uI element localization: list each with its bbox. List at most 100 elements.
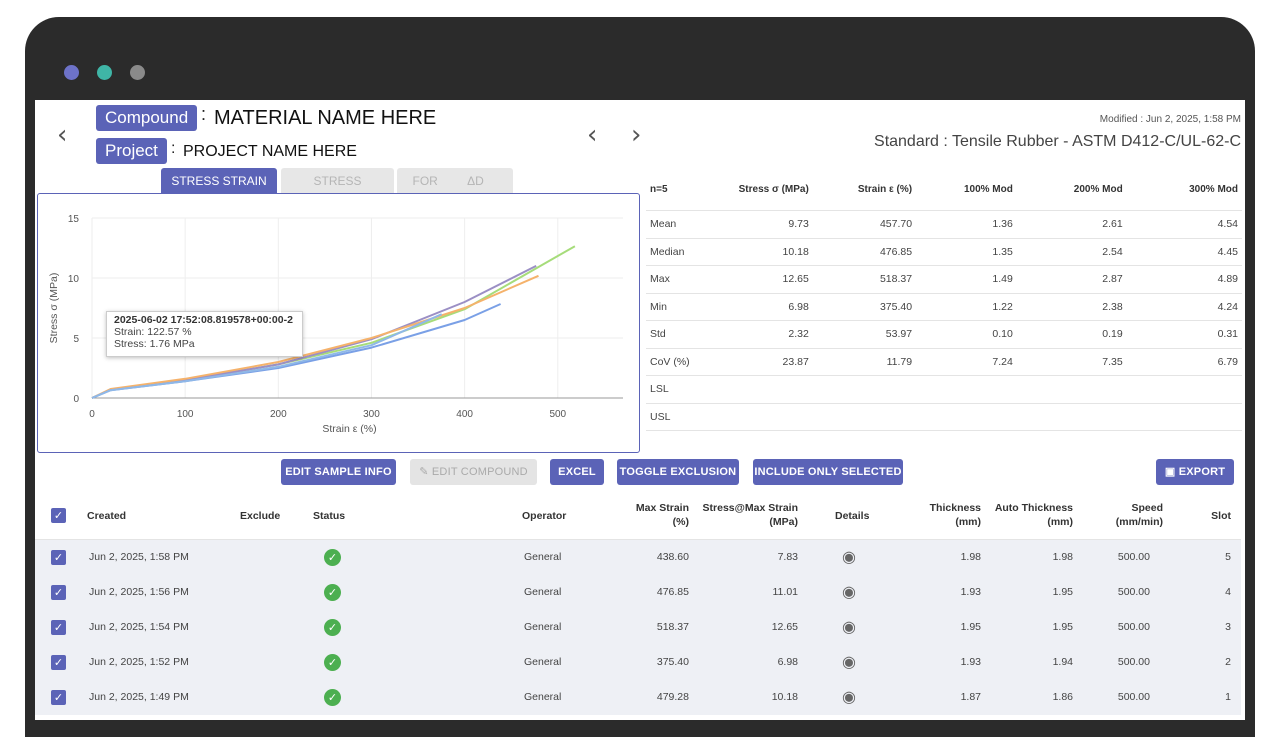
auto-thickness-cell: 1.95 — [1052, 586, 1073, 598]
summary-header-stress: Stress σ (MPa) — [722, 168, 813, 211]
tab-stress-strain[interactable]: STRESS STRAIN — [161, 168, 277, 194]
next-chevron-icon[interactable]: › — [631, 120, 642, 150]
summary-row: Median 10.18 476.85 1.35 2.54 4.45 — [646, 238, 1242, 266]
series-line — [91, 274, 539, 399]
row-select-checkbox[interactable]: ✓ — [51, 550, 66, 565]
toggle-exclusion-button[interactable]: TOGGLE EXCLUSION — [617, 459, 739, 485]
summary-header-300mod: 300% Mod — [1126, 168, 1242, 211]
status-ok-icon: ✓ — [324, 619, 341, 636]
export-button[interactable]: ▣ EXPORT — [1156, 459, 1234, 485]
summary-value: 2.38 — [1016, 293, 1127, 321]
x-tick-label: 400 — [456, 409, 473, 420]
summary-value — [812, 375, 917, 404]
details-eye-icon[interactable]: ◉ — [842, 654, 856, 671]
include-only-selected-button[interactable]: INCLUDE ONLY SELECTED — [753, 459, 903, 485]
summary-row: LSL — [646, 375, 1242, 404]
summary-value — [812, 403, 917, 431]
select-all-checkbox[interactable]: ✓ — [51, 508, 66, 523]
x-tick-label: 500 — [549, 409, 566, 420]
operator-cell: General — [524, 656, 562, 668]
summary-value: 0.10 — [916, 320, 1017, 349]
max-strain-cell: 476.85 — [656, 586, 689, 598]
table-row[interactable]: ✓ Jun 2, 2025, 1:52 PM ✓ General 375.40 6.98 ◉… — [35, 645, 1241, 681]
summary-value: 1.36 — [916, 210, 1017, 239]
summary-value — [722, 375, 813, 404]
save-icon: ▣ — [1164, 466, 1179, 478]
edit-compound-button[interactable]: ✎ EDIT COMPOUND — [410, 459, 537, 485]
row-select-checkbox[interactable]: ✓ — [51, 690, 66, 705]
y-tick-label: 5 — [73, 334, 79, 345]
slot-cell: 4 — [1225, 586, 1231, 598]
tooltip-title: 2025-06-02 17:52:08.819578+00:00-2 — [114, 314, 293, 326]
auto-thickness-cell: 1.95 — [1052, 621, 1073, 633]
summary-header-100mod: 100% Mod — [916, 168, 1017, 211]
details-eye-icon[interactable]: ◉ — [842, 584, 856, 601]
prev-chevron-icon[interactable]: ‹ — [587, 120, 598, 150]
summary-value: 1.35 — [916, 238, 1017, 266]
details-eye-icon[interactable]: ◉ — [842, 689, 856, 706]
tab-stress[interactable]: STRESS — [281, 168, 394, 194]
header-speed[interactable]: Speed (mm/min) — [1115, 502, 1163, 528]
summary-header-200mod: 200% Mod — [1016, 168, 1127, 211]
row-select-checkbox[interactable]: ✓ — [51, 655, 66, 670]
standard-title: Standard : Tensile Rubber - ASTM D412-C/… — [874, 133, 1241, 150]
speed-cell: 500.00 — [1117, 551, 1150, 563]
row-select-checkbox[interactable]: ✓ — [51, 585, 66, 600]
max-strain-cell: 375.40 — [656, 656, 689, 668]
speed-cell: 500.00 — [1117, 656, 1150, 668]
table-row[interactable]: ✓ Jun 2, 2025, 1:54 PM ✓ General 518.37 12.65… — [35, 610, 1241, 646]
slot-cell: 5 — [1225, 551, 1231, 563]
table-row[interactable]: ✓ Jun 2, 2025, 1:49 PM ✓ General 479.28 10.18… — [35, 680, 1241, 716]
header-auto-thickness[interactable]: Auto Thickness (mm) — [994, 502, 1073, 528]
table-row[interactable]: ✓ Jun 2, 2025, 1:56 PM ✓ General 476.85 11.01… — [35, 575, 1241, 611]
summary-value: 2.32 — [722, 320, 813, 349]
stress-cell: 6.98 — [777, 656, 798, 668]
x-axis-label: Strain ε (%) — [322, 423, 376, 435]
summary-value: 12.65 — [722, 265, 813, 294]
details-eye-icon[interactable]: ◉ — [842, 549, 856, 566]
table-row[interactable]: ✓ Jun 2, 2025, 1:58 PM ✓ General 438.60 7.83 ◉… — [35, 540, 1241, 576]
summary-value: 2.54 — [1016, 238, 1127, 266]
summary-value: 7.35 — [1016, 348, 1127, 376]
header-thickness[interactable]: Thickness (mm) — [929, 502, 981, 528]
edit-sample-info-button[interactable]: EDIT SAMPLE INFO — [281, 459, 396, 485]
operator-cell: General — [524, 621, 562, 633]
thickness-cell: 1.87 — [960, 691, 981, 703]
header-operator[interactable]: Operator — [522, 510, 567, 522]
auto-thickness-cell: 1.86 — [1052, 691, 1073, 703]
previous-sample-chevron-icon[interactable]: ‹ — [57, 120, 68, 150]
speed-cell: 500.00 — [1117, 586, 1150, 598]
created-cell: Jun 2, 2025, 1:52 PM — [89, 656, 189, 668]
window-dot-teal — [97, 65, 112, 80]
thickness-cell: 1.98 — [960, 551, 981, 563]
y-axis-label: Stress σ (MPa) — [48, 273, 60, 344]
summary-row: Std 2.32 53.97 0.10 0.19 0.31 — [646, 320, 1242, 349]
header-status[interactable]: Status — [313, 510, 346, 522]
x-tick-label: 200 — [270, 409, 287, 420]
speed-cell: 500.00 — [1117, 691, 1150, 703]
created-cell: Jun 2, 2025, 1:54 PM — [89, 621, 189, 633]
summary-value: 1.22 — [916, 293, 1017, 321]
header-created[interactable]: Created — [87, 510, 127, 522]
summary-value — [916, 375, 1017, 404]
summary-row-label: Min — [646, 293, 723, 321]
speed-cell: 500.00 — [1117, 621, 1150, 633]
details-eye-icon[interactable]: ◉ — [842, 619, 856, 636]
row-select-checkbox[interactable]: ✓ — [51, 620, 66, 635]
auto-thickness-cell: 1.94 — [1052, 656, 1073, 668]
summary-value: 9.73 — [722, 210, 813, 239]
header-exclude[interactable]: Exclude — [240, 510, 281, 522]
summary-value: 6.79 — [1126, 348, 1242, 376]
header-max-strain[interactable]: Max Strain (%) — [635, 502, 689, 528]
x-tick-label: 100 — [177, 409, 194, 420]
slot-cell: 1 — [1225, 691, 1231, 703]
compound-label: Compound — [96, 105, 198, 131]
slot-cell: 2 — [1225, 656, 1231, 668]
tab-delta-d[interactable]: ΔD — [438, 168, 513, 194]
x-tick-label: 300 — [363, 409, 380, 420]
excel-button[interactable]: EXCEL — [550, 459, 604, 485]
header-slot[interactable]: Slot — [1211, 510, 1231, 522]
summary-row: Min 6.98 375.40 1.22 2.38 4.24 — [646, 293, 1242, 321]
header-stress-max-strain[interactable]: Stress@Max Strain (MPa) — [702, 502, 798, 528]
export-label: EXPORT — [1178, 466, 1226, 478]
